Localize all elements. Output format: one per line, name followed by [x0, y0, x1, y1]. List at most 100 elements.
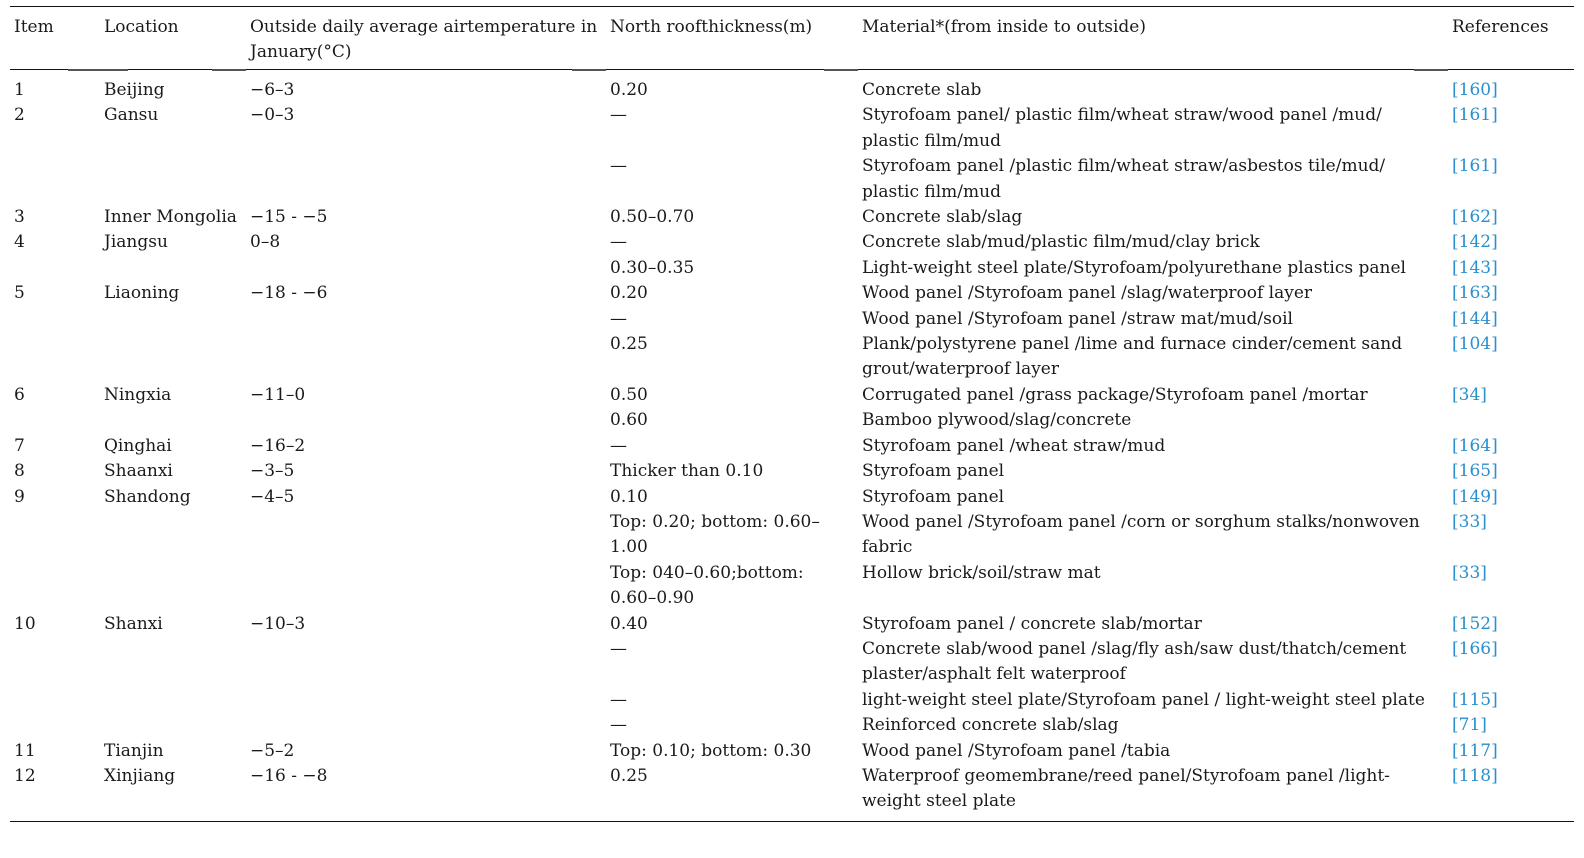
- cell-thickness: —: [610, 435, 627, 456]
- cell-location: Qinghai: [104, 435, 172, 456]
- cell-reference: [71]: [1448, 713, 1574, 738]
- cell-reference: [118]: [1448, 763, 1574, 822]
- cell-location: Beijing: [104, 80, 165, 100]
- cell-thickness: —: [610, 689, 627, 710]
- reference-link[interactable]: [149]: [1452, 486, 1498, 507]
- cell-temperature: 0–8: [250, 232, 281, 253]
- cell-reference: [162]: [1448, 205, 1574, 230]
- cell-location: Shaanxi: [104, 461, 173, 482]
- cell-reference: [34]: [1448, 383, 1574, 408]
- cell-thickness: —: [610, 156, 627, 177]
- cell-thickness: 0.25: [610, 334, 648, 355]
- reference-link[interactable]: [161]: [1452, 156, 1498, 177]
- reference-link[interactable]: [115]: [1452, 689, 1498, 710]
- cell-location: [100, 154, 246, 205]
- cell-reference: [104]: [1448, 332, 1574, 383]
- cell-location: [100, 637, 246, 688]
- cell-thickness: —: [610, 715, 627, 736]
- table-row: Top: 0.20; bottom: 0.60–1.00 Wood panel /…: [10, 510, 1574, 561]
- cell-reference: [149]: [1448, 485, 1574, 510]
- cell-reference: [115]: [1448, 688, 1574, 713]
- header-material: Material*(from inside to outside): [824, 6, 1448, 71]
- cell-item: [10, 561, 100, 612]
- table-row: 2 Gansu −0–3 — Styrofoam panel/ plastic film…: [10, 103, 1574, 154]
- table-row: — Concrete slab/wood panel /slag/fly ash/…: [10, 637, 1574, 688]
- cell-thickness: 0.30–0.35: [610, 257, 695, 278]
- cell-thickness: —: [610, 638, 627, 659]
- cell-location: [100, 256, 246, 281]
- cell-thickness: 0.20: [610, 80, 648, 100]
- cell-material: light-weight steel plate/Styrofoam panel…: [862, 689, 1425, 710]
- reference-link[interactable]: [33]: [1452, 562, 1487, 583]
- cell-location: Shandong: [104, 486, 191, 507]
- cell-temperature: −3–5: [250, 461, 295, 482]
- reference-link[interactable]: [163]: [1452, 283, 1498, 304]
- cell-location: Ningxia: [104, 384, 172, 405]
- cell-thickness: Top: 0.20; bottom: 0.60–1.00: [610, 511, 820, 558]
- cell-location: [100, 561, 246, 612]
- reference-link[interactable]: [161]: [1452, 105, 1498, 126]
- cell-reference: [160]: [1448, 70, 1574, 104]
- cell-material: Bamboo plywood/slag/concrete: [862, 410, 1132, 431]
- cell-reference: [161]: [1448, 103, 1574, 154]
- reference-link[interactable]: [71]: [1452, 715, 1487, 736]
- cell-item: [10, 510, 100, 561]
- table-header: Item Location Outside daily average airt…: [10, 6, 1574, 71]
- reference-link[interactable]: [166]: [1452, 638, 1498, 659]
- cell-item: [10, 637, 100, 688]
- cell-location: [100, 510, 246, 561]
- cell-temperature: −10–3: [250, 613, 306, 634]
- cell-material: Styrofoam panel /wheat straw/mud: [862, 435, 1166, 456]
- cell-reference: [143]: [1448, 256, 1574, 281]
- cell-reference: [1448, 408, 1574, 433]
- table-row: 4 Jiangsu 0–8 — Concrete slab/mud/plastic fi…: [10, 230, 1574, 255]
- cell-reference: [33]: [1448, 561, 1574, 612]
- cell-reference: [164]: [1448, 434, 1574, 459]
- reference-link[interactable]: [162]: [1452, 207, 1498, 228]
- cell-location: [100, 688, 246, 713]
- reference-link[interactable]: [34]: [1452, 384, 1487, 405]
- cell-material: Light-weight steel plate/Styrofoam/polyu…: [862, 257, 1406, 278]
- reference-link[interactable]: [117]: [1452, 740, 1498, 761]
- reference-link[interactable]: [164]: [1452, 435, 1498, 456]
- cell-thickness: —: [610, 105, 627, 126]
- table-row: 11 Tianjin −5–2 Top: 0.10; bottom: 0.30 Wood…: [10, 739, 1574, 764]
- cell-item: 2: [14, 105, 25, 126]
- cell-material: Hollow brick/soil/straw mat: [862, 562, 1101, 583]
- table-row: 12 Xinjiang −16 - −8 0.25 Waterproof geomemb…: [10, 763, 1574, 822]
- table-row: — Styrofoam panel /plastic film/wheat str…: [10, 154, 1574, 205]
- cell-material: Concrete slab/wood panel /slag/fly ash/s…: [862, 638, 1407, 685]
- cell-temperature: [246, 154, 606, 205]
- reference-link[interactable]: [144]: [1452, 308, 1498, 329]
- cell-material: Styrofoam panel/ plastic film/wheat stra…: [862, 105, 1382, 151]
- reference-link[interactable]: [118]: [1452, 765, 1498, 786]
- cell-thickness: 0.20: [610, 283, 648, 304]
- reference-link[interactable]: [160]: [1452, 80, 1498, 100]
- reference-link[interactable]: [165]: [1452, 461, 1498, 482]
- table-row: 7 Qinghai −16–2 — Styrofoam panel /wheat str…: [10, 434, 1574, 459]
- cell-material: Wood panel /Styrofoam panel /straw mat/m…: [862, 308, 1293, 329]
- cell-item: [10, 332, 100, 383]
- table-row: 3 Inner Mongolia −15 - −5 0.50–0.70 Concrete…: [10, 205, 1574, 230]
- cell-thickness: 0.25: [606, 763, 858, 822]
- reference-link[interactable]: [142]: [1452, 232, 1498, 253]
- table-container: Item Location Outside daily average airt…: [10, 6, 1574, 822]
- cell-temperature: [246, 637, 606, 688]
- table-row: Top: 040–0.60;bottom: 0.60–0.90 Hollow br…: [10, 561, 1574, 612]
- table-row: 1 Beijing −6–3 0.20 Concrete slab [160]: [10, 70, 1574, 104]
- table-row: 8 Shaanxi −3–5 Thicker than 0.10 Styrofoam p…: [10, 459, 1574, 484]
- cell-item: [10, 688, 100, 713]
- table-body: 1 Beijing −6–3 0.20 Concrete slab [160] 2 Gansu…: [10, 70, 1574, 822]
- cell-item: 6: [14, 384, 25, 405]
- table-row: — Wood panel /Styrofoam panel /straw mat/…: [10, 307, 1574, 332]
- cell-temperature: −4–5: [250, 486, 295, 507]
- cell-temperature: −18 - −6: [250, 283, 328, 304]
- cell-temperature: [246, 688, 606, 713]
- reference-link[interactable]: [33]: [1452, 511, 1487, 532]
- cell-material: Wood panel /Styrofoam panel /tabia: [862, 740, 1171, 761]
- reference-link[interactable]: [143]: [1452, 257, 1498, 278]
- reference-link[interactable]: [152]: [1452, 613, 1498, 634]
- reference-link[interactable]: [104]: [1452, 334, 1498, 355]
- cell-location: [100, 713, 246, 738]
- cell-item: [10, 154, 100, 205]
